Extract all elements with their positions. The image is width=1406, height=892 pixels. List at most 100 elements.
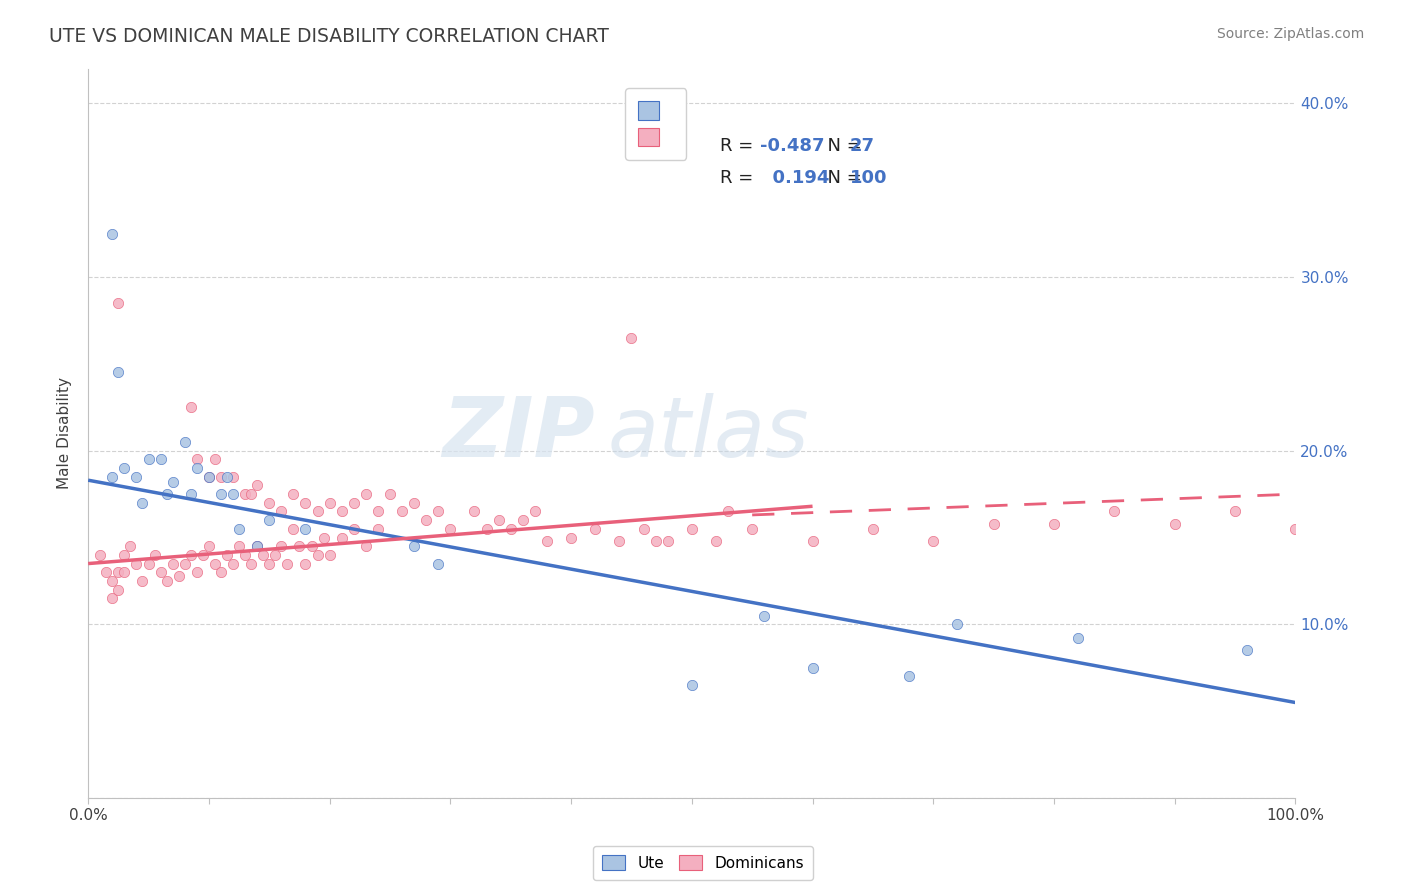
Point [96, 566, 118, 580]
Point [186, 566, 208, 580]
Point [1043, 516, 1066, 531]
Point [156, 487, 179, 501]
Point [131, 574, 153, 588]
Point [427, 557, 450, 571]
Point [101, 574, 124, 588]
Point [222, 469, 245, 483]
Point [233, 548, 256, 562]
Point [112, 566, 135, 580]
Point [215, 548, 238, 562]
Point [294, 522, 316, 536]
Point [922, 533, 945, 548]
Point [1223, 504, 1246, 518]
Text: -0.487: -0.487 [759, 137, 824, 155]
Point [294, 557, 316, 571]
Point [633, 522, 655, 536]
Y-axis label: Male Disability: Male Disability [58, 377, 72, 490]
Point [754, 608, 776, 623]
Point [1236, 643, 1258, 657]
Point [101, 469, 124, 483]
Point [264, 548, 287, 562]
Point [536, 533, 558, 548]
Text: R =: R = [720, 169, 759, 186]
Point [1164, 516, 1187, 531]
Point [215, 469, 238, 483]
Point [204, 557, 226, 571]
Point [512, 513, 534, 527]
Point [404, 496, 426, 510]
Point [112, 461, 135, 475]
Point [583, 522, 606, 536]
Point [427, 504, 450, 518]
Point [354, 539, 377, 553]
Point [318, 548, 340, 562]
Point [307, 548, 329, 562]
Point [107, 566, 129, 580]
Point [681, 678, 703, 692]
Text: atlas: atlas [607, 392, 808, 474]
Point [1284, 522, 1306, 536]
Text: N =: N = [815, 169, 868, 186]
Point [391, 504, 413, 518]
Point [222, 487, 245, 501]
Point [101, 591, 124, 606]
Point [318, 496, 340, 510]
Text: UTE VS DOMINICAN MALE DISABILITY CORRELATION CHART: UTE VS DOMINICAN MALE DISABILITY CORRELA… [49, 27, 609, 45]
Point [240, 557, 263, 571]
Point [246, 539, 269, 553]
Point [156, 574, 179, 588]
Point [330, 531, 353, 545]
Point [149, 452, 172, 467]
Point [191, 548, 214, 562]
Point [240, 487, 263, 501]
Point [283, 522, 305, 536]
Point [173, 434, 195, 449]
Point [186, 452, 208, 467]
Point [862, 522, 884, 536]
Point [367, 522, 389, 536]
Point [138, 452, 160, 467]
Point [112, 548, 135, 562]
Point [312, 531, 335, 545]
Point [162, 475, 184, 489]
Point [209, 487, 232, 501]
Point [276, 557, 298, 571]
Point [463, 504, 485, 518]
Point [657, 533, 679, 548]
Text: 27: 27 [849, 137, 875, 155]
Point [246, 478, 269, 492]
Point [307, 504, 329, 518]
Point [162, 557, 184, 571]
Point [983, 516, 1005, 531]
Point [741, 522, 763, 536]
Point [89, 548, 111, 562]
Point [343, 522, 366, 536]
Point [209, 566, 232, 580]
Point [946, 617, 969, 632]
Point [228, 539, 250, 553]
Point [644, 533, 666, 548]
Text: R =: R = [720, 137, 759, 155]
Point [257, 496, 280, 510]
Point [354, 487, 377, 501]
Point [149, 566, 172, 580]
Point [131, 496, 153, 510]
Point [288, 539, 311, 553]
Point [107, 366, 129, 380]
Point [475, 522, 498, 536]
Point [801, 661, 824, 675]
Point [101, 227, 124, 241]
Point [415, 513, 437, 527]
Point [343, 496, 366, 510]
Point [167, 568, 190, 582]
Point [186, 461, 208, 475]
Text: N =: N = [815, 137, 868, 155]
Point [283, 487, 305, 501]
Text: 0.194: 0.194 [759, 169, 830, 186]
Point [1104, 504, 1126, 518]
Point [620, 331, 643, 345]
Point [180, 401, 202, 415]
Point [378, 487, 401, 501]
Legend: , : , [624, 88, 686, 160]
Point [301, 539, 323, 553]
